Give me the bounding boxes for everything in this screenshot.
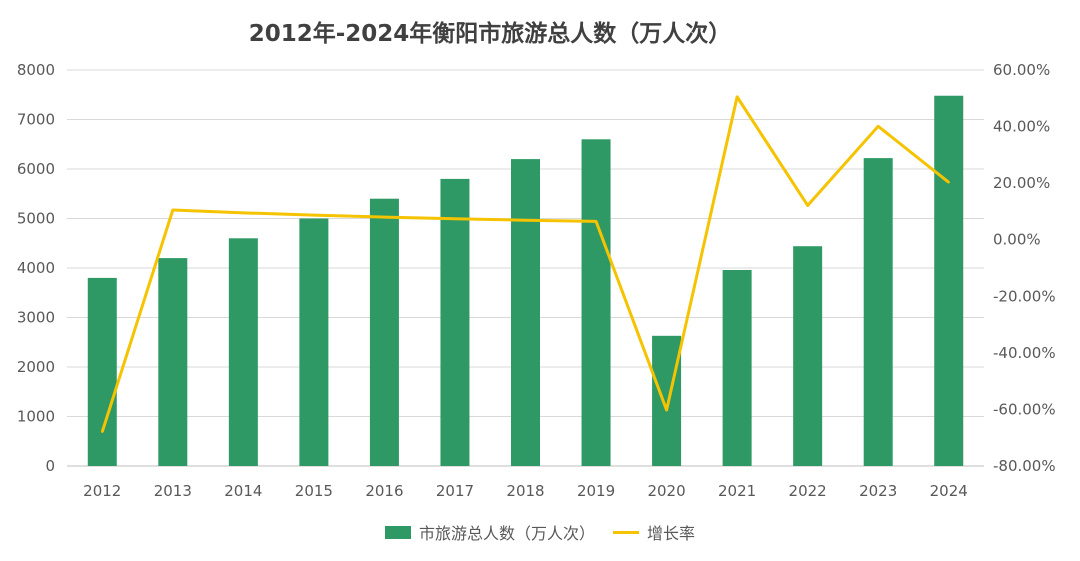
x-axis-tick-label: 2015 [295,482,333,500]
line-point-2017 [453,217,457,220]
x-axis-tick-label: 2023 [859,482,897,500]
bar-2013 [158,258,188,466]
x-axis-tick-label: 2017 [436,482,474,500]
x-axis-tick-label: 2014 [224,482,262,500]
right-axis-tick-label: -40.00% [993,344,1056,362]
bar-2019 [581,139,611,467]
line-point-2019 [594,220,598,223]
line-point-2014 [242,211,245,215]
line-point-2020 [665,408,668,412]
left-axis-tick-label: 2000 [17,358,55,376]
bar-2018 [511,159,540,466]
line-point-2015 [312,213,316,217]
left-axis-tick-label: 4000 [17,259,55,277]
right-axis-tick-label: 0.00% [993,231,1041,249]
bar-2015 [299,218,329,466]
line-point-2024 [947,181,950,184]
legend-item-line: 增长率 [613,520,695,544]
bar-2023 [863,158,893,467]
left-axis-tick-label: 1000 [17,408,55,426]
bar-2022 [793,246,823,466]
bar-2021 [722,269,752,466]
legend-item-bar: 市旅游总人数（万人次） [384,520,595,544]
legend: 市旅游总人数（万人次） 增长率 [0,520,1080,544]
right-axis-tick-label: -20.00% [993,287,1056,305]
line-point-2022 [806,204,809,207]
x-axis-tick-label: 2022 [789,482,827,500]
x-axis-tick-label: 2016 [365,482,403,500]
line-series [100,95,950,433]
x-axis-tick-label: 2013 [154,482,192,500]
bar-2016 [369,198,399,466]
legend-swatch-bar [384,525,411,539]
left-axis-tick-label: 5000 [17,210,55,228]
right-y-axis: -80.00% -60.00% -40.00% -20.00% 0.00% 20.00% 4… [993,61,1056,475]
legend-label-bar: 市旅游总人数（万人次） [418,524,595,543]
x-axis-tick-label: 2020 [647,482,685,500]
bar-2024 [934,95,964,467]
x-axis-tick-label: 2019 [577,482,615,500]
left-axis-tick-label: 0 [45,457,55,475]
bar-2012 [87,277,117,466]
left-y-axis: 0 1000 2000 3000 4000 5000 6000 7000 8000 [17,61,55,475]
left-axis-tick-label: 6000 [17,160,55,178]
right-axis-tick-label: 60.00% [993,61,1050,79]
line-point-2013 [171,208,175,212]
left-axis-tick-label: 8000 [17,61,55,79]
line-point-2012 [101,430,104,433]
left-axis-tick-label: 3000 [17,309,55,327]
right-axis-tick-label: 20.00% [993,174,1050,192]
x-axis: 2012 2013 2014 2015 2016 2017 2018 2019 2020 2021… [83,482,968,500]
right-axis-tick-label: -60.00% [993,400,1056,418]
x-axis-tick-label: 2018 [506,482,544,500]
line-point-2016 [383,215,386,219]
right-axis-tick-label: 40.00% [993,118,1050,136]
x-axis-tick-label: 2024 [930,482,968,500]
bar-series [87,95,964,467]
chart-title: 2012年-2024年衡阳市旅游总人数（万人次） [248,21,732,47]
line-point-2018 [524,218,527,222]
left-axis-tick-label: 7000 [17,111,55,129]
bar-2014 [228,238,258,466]
legend-swatch-line [613,530,639,534]
x-axis-tick-label: 2012 [83,482,121,500]
bar-2020 [652,335,682,466]
x-axis-tick-label: 2021 [718,482,756,500]
bar-2017 [440,178,470,466]
line-point-2021 [735,95,739,99]
line-point-2023 [876,125,880,128]
legend-label-line: 增长率 [647,524,696,543]
right-axis-tick-label: -80.00% [993,457,1056,475]
